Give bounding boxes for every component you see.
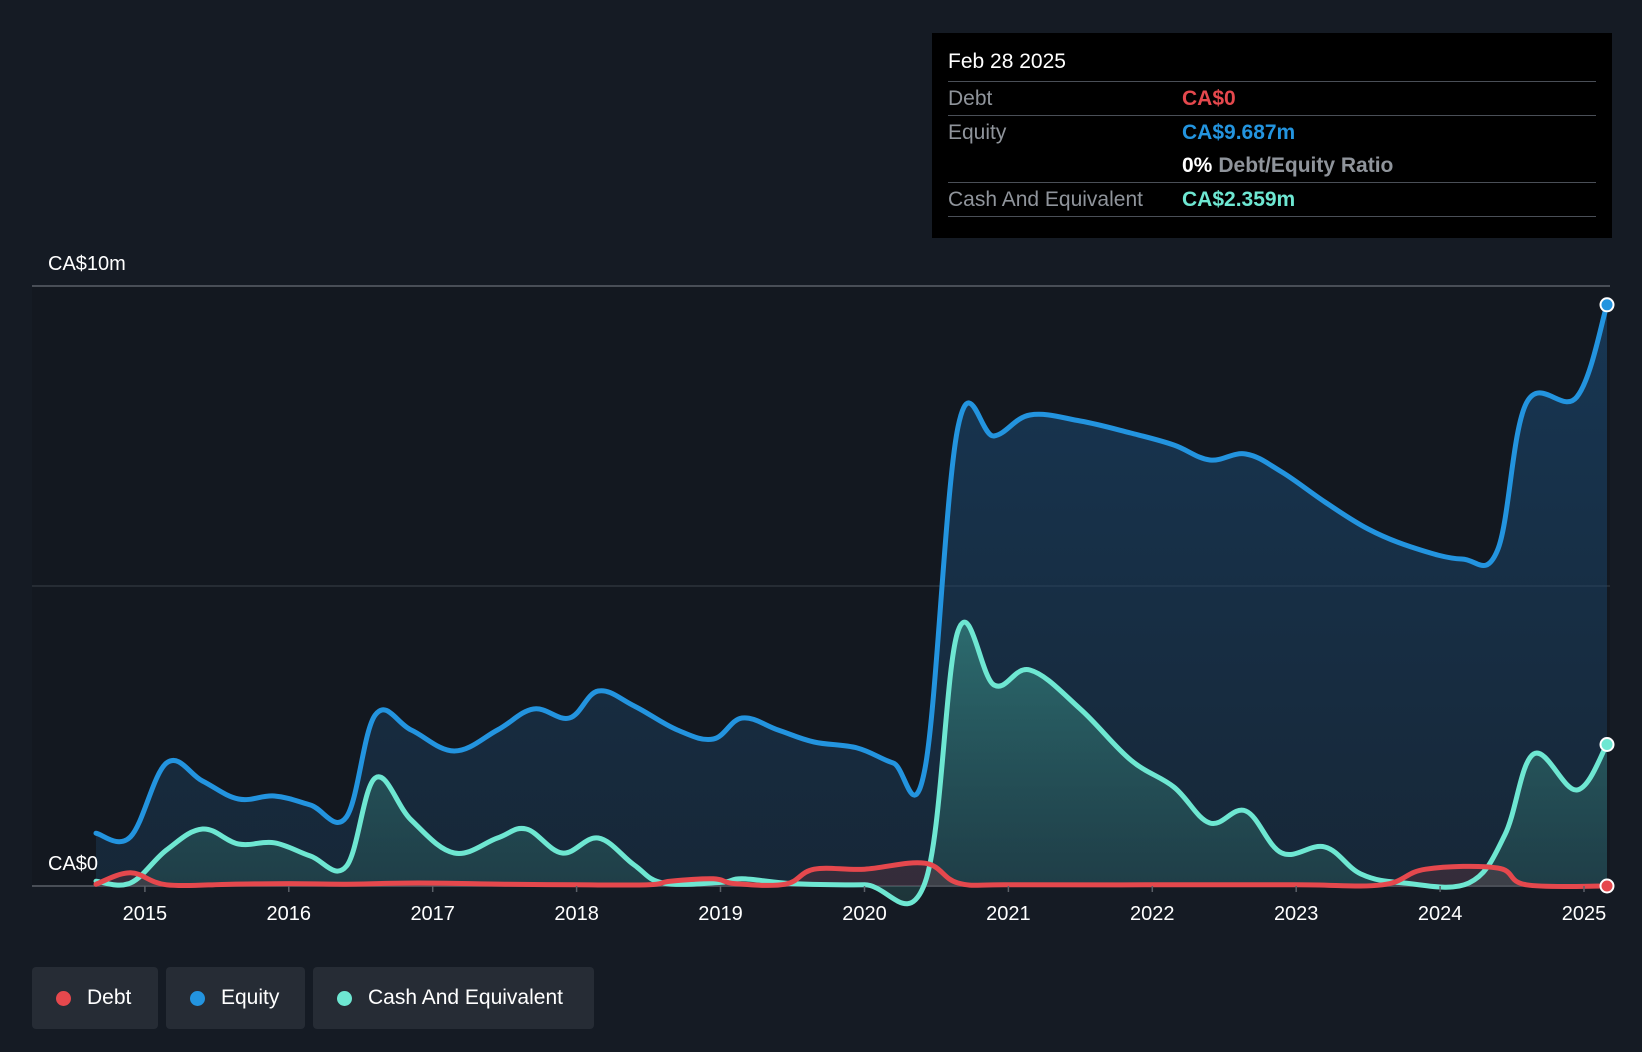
equity-end-point [1599, 297, 1615, 313]
cash-line [93, 619, 1610, 907]
y-tick-label-max: CA$10m [48, 253, 126, 275]
x-tick-label: 2016 [267, 903, 312, 925]
debt-area [96, 862, 1607, 887]
x-tick-label: 2023 [1274, 903, 1319, 925]
tooltip-ratio-value: 0% [1182, 154, 1213, 177]
tooltip-date: Feb 28 2025 [948, 47, 1596, 82]
tooltip-row-cash: Cash And Equivalent CA$2.359m [948, 183, 1596, 217]
tooltip-panel: Feb 28 2025 Debt CA$0 Equity CA$9.687m 0… [932, 33, 1612, 238]
debt-dot-icon [56, 990, 71, 1006]
tooltip-equity-value: CA$9.687m [1182, 121, 1296, 144]
tooltip-row-equity: Equity CA$9.687m [948, 116, 1596, 149]
tooltip-row-ratio: 0% Debt/Equity Ratio [948, 149, 1596, 183]
legend: Debt Equity Cash And Equivalent [32, 967, 594, 1029]
y-tick-label-zero: CA$0 [48, 853, 98, 875]
x-tick-label: 2017 [410, 903, 455, 925]
x-tick-label: 2025 [1562, 903, 1607, 925]
tooltip-cash-value: CA$2.359m [1182, 188, 1296, 211]
tooltip-equity-label: Equity [948, 121, 1007, 144]
legend-item-cash[interactable]: Cash And Equivalent [313, 967, 594, 1029]
equity-area [96, 304, 1607, 886]
x-tick-label: 2020 [842, 903, 887, 925]
x-tick-label: 2015 [123, 903, 168, 925]
tooltip-cash-label: Cash And Equivalent [948, 188, 1143, 211]
x-tick-label: 2018 [554, 903, 599, 925]
legend-cash-label: Cash And Equivalent [368, 986, 563, 1009]
tooltip-row-debt: Debt CA$0 [948, 82, 1596, 116]
legend-item-debt[interactable]: Debt [32, 967, 158, 1029]
x-tick-label: 2019 [698, 903, 743, 925]
x-tick-label: 2021 [986, 903, 1031, 925]
debt-end-point [1599, 878, 1615, 894]
cash-dot-icon [337, 990, 352, 1006]
legend-debt-label: Debt [87, 986, 132, 1009]
equity-dot-icon [190, 990, 205, 1006]
cash-end-point [1599, 737, 1615, 752]
x-tick-label: 2024 [1418, 903, 1463, 925]
x-tick-label: 2022 [1130, 903, 1175, 925]
equity-line [93, 302, 1610, 845]
legend-equity-label: Equity [221, 986, 280, 1009]
cash-area [96, 622, 1607, 904]
debt-line [93, 860, 1610, 890]
legend-item-equity[interactable]: Equity [166, 967, 305, 1029]
tooltip-ratio-label: Debt/Equity Ratio [1218, 154, 1394, 177]
tooltip-debt-value: CA$0 [1182, 87, 1236, 110]
tooltip-debt-label: Debt [948, 87, 993, 110]
